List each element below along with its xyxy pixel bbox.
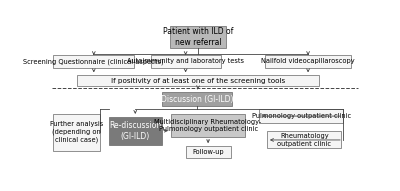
Text: Multidisciplinary Rheumatology-
Pulmonology outpatient clinic: Multidisciplinary Rheumatology- Pulmonol… [154,119,262,132]
FancyBboxPatch shape [171,114,245,137]
FancyBboxPatch shape [170,26,226,48]
Text: Rheumatology
outpatient clinic: Rheumatology outpatient clinic [277,133,331,147]
Text: Follow-up: Follow-up [192,149,224,155]
FancyBboxPatch shape [77,75,319,86]
FancyBboxPatch shape [162,92,232,106]
Text: Discussion (GI-ILD): Discussion (GI-ILD) [161,95,234,104]
Text: Re-discussion
(GI-ILD): Re-discussion (GI-ILD) [109,121,161,141]
Text: Pulmonology outpatient clinic: Pulmonology outpatient clinic [252,113,351,119]
FancyBboxPatch shape [259,109,343,123]
FancyBboxPatch shape [151,55,220,68]
Text: If positivity of at least one of the screening tools: If positivity of at least one of the scr… [111,78,285,84]
Text: Nailfold videocapillaroscopy: Nailfold videocapillaroscopy [261,58,355,64]
FancyBboxPatch shape [109,117,162,145]
Text: Patient with ILD of
new referral: Patient with ILD of new referral [163,27,233,47]
Text: Further analysis
(depending on
clinical case): Further analysis (depending on clinical … [50,121,103,143]
Text: Screening Questionnaire (clinical aspects): Screening Questionnaire (clinical aspect… [24,58,164,65]
FancyBboxPatch shape [267,131,342,148]
FancyBboxPatch shape [53,55,134,68]
Text: Autoimmunity and laboratory tests: Autoimmunity and laboratory tests [127,58,244,64]
FancyBboxPatch shape [53,114,100,151]
FancyBboxPatch shape [266,55,351,68]
FancyBboxPatch shape [186,146,230,159]
